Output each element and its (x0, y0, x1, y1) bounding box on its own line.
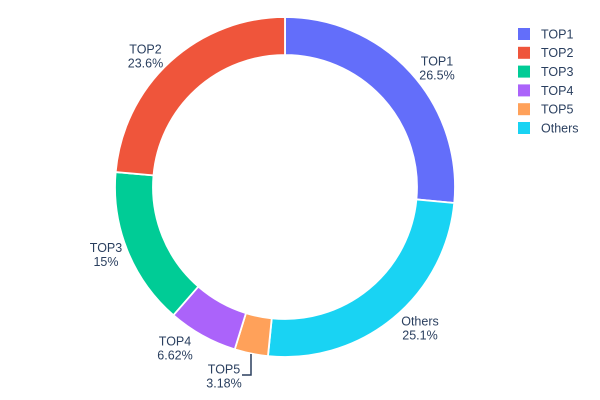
legend-item-top3[interactable]: TOP3 (518, 65, 573, 79)
legend: TOP1 TOP2 TOP3 TOP4 TOP5 Others (518, 27, 579, 135)
slice-labels: TOP1 26.5% TOP2 23.6% TOP3 15% TOP4 6.62% TOP5 3.… (90, 42, 455, 390)
legend-item-top4[interactable]: TOP4 (518, 84, 573, 98)
legend-label-top5: TOP5 (541, 103, 573, 117)
slice-label-top3: TOP3 15% (90, 241, 122, 269)
pie-slice-top3[interactable] (114, 171, 200, 317)
legend-label-top1: TOP1 (541, 27, 573, 41)
legend-label-top3: TOP3 (541, 65, 573, 79)
legend-label-top4: TOP4 (541, 84, 573, 98)
slice-label-top4: TOP4 6.62% (157, 334, 192, 362)
slice-label-top1: TOP1 26.5% (419, 54, 454, 82)
legend-swatch-top5 (518, 103, 530, 116)
pie-slice-top2[interactable] (114, 16, 286, 177)
legend-swatch-top4 (518, 84, 530, 97)
legend-item-top5[interactable]: TOP5 (518, 103, 573, 117)
legend-item-top1[interactable]: TOP1 (518, 27, 573, 41)
slice-label-top2: TOP2 23.6% (128, 42, 163, 70)
pie-slice-top1[interactable] (284, 16, 456, 204)
legend-swatch-top3 (518, 65, 530, 78)
slice-label-top5: TOP5 3.18% (206, 362, 241, 390)
legend-swatch-top2 (518, 46, 530, 59)
slice-label-others: Others 25.1% (401, 314, 439, 342)
legend-swatch-others (518, 122, 530, 134)
legend-item-others[interactable]: Others (518, 121, 579, 135)
legend-label-others: Others (541, 121, 579, 135)
legend-item-top2[interactable]: TOP2 (518, 46, 573, 60)
legend-swatch-top1 (518, 28, 530, 40)
legend-label-top2: TOP2 (541, 46, 573, 60)
label-leader-line-top5 (242, 354, 252, 376)
pie-slices (114, 16, 456, 358)
